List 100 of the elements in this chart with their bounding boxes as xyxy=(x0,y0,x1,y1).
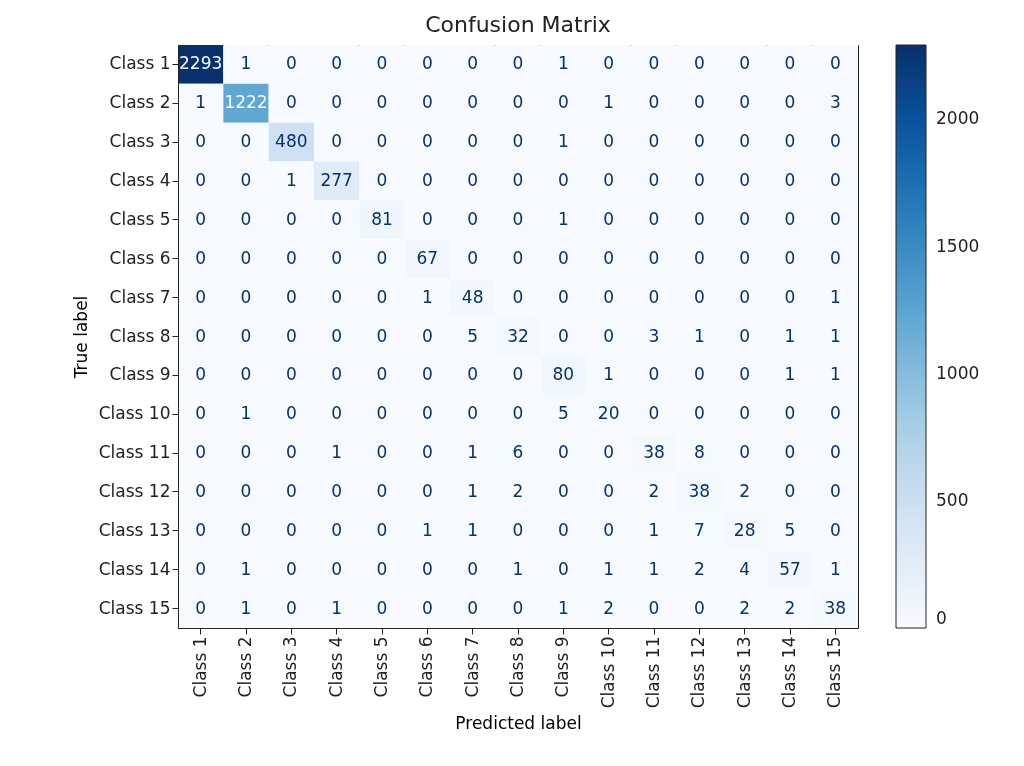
data-label: 0 xyxy=(829,442,841,463)
data-label: 0 xyxy=(331,558,343,579)
data-label: 3 xyxy=(829,92,841,113)
data-label: 0 xyxy=(512,247,524,268)
data-label: 0 xyxy=(467,131,479,152)
data-label: 0 xyxy=(829,519,841,540)
data-label: 0 xyxy=(557,92,569,113)
data-label: 4 xyxy=(739,558,751,579)
data-label: 0 xyxy=(512,519,524,540)
x-tick-label: Class 7 xyxy=(461,636,482,698)
data-label: 0 xyxy=(195,558,207,579)
data-label: 0 xyxy=(693,131,705,152)
data-label: 1 xyxy=(421,519,433,540)
x-tick-label: Class 13 xyxy=(733,636,754,709)
data-label: 0 xyxy=(376,286,388,307)
data-label: 0 xyxy=(285,364,297,385)
data-label: 1 xyxy=(331,597,343,618)
data-label: 0 xyxy=(739,286,751,307)
x-tick-label: Class 1 xyxy=(189,636,210,698)
data-label: 0 xyxy=(784,286,796,307)
y-tick-label: Class 11 xyxy=(98,442,171,463)
data-label: 0 xyxy=(648,53,660,74)
data-label: 1 xyxy=(467,519,479,540)
y-tick-label: Class 4 xyxy=(109,170,171,191)
data-label: 0 xyxy=(829,170,841,191)
data-label: 0 xyxy=(376,597,388,618)
color-bar-label: 2000 xyxy=(936,108,980,129)
data-label: 0 xyxy=(693,597,705,618)
data-label: 0 xyxy=(784,170,796,191)
data-label: 0 xyxy=(784,480,796,501)
data-label: 0 xyxy=(557,442,569,463)
data-label: 0 xyxy=(693,92,705,113)
data-label: 0 xyxy=(693,286,705,307)
data-label: 0 xyxy=(648,131,660,152)
data-label: 0 xyxy=(784,247,796,268)
data-label: 0 xyxy=(240,247,252,268)
data-label: 38 xyxy=(824,597,847,618)
data-label: 0 xyxy=(240,170,252,191)
data-label: 0 xyxy=(603,208,615,229)
data-label: 0 xyxy=(784,131,796,152)
data-label: 0 xyxy=(557,325,569,346)
x-tick-label: Class 3 xyxy=(280,636,301,698)
data-label: 0 xyxy=(693,403,705,424)
data-label: 0 xyxy=(195,286,207,307)
data-label: 0 xyxy=(739,247,751,268)
data-label: 0 xyxy=(467,170,479,191)
chart-title: Confusion Matrix xyxy=(425,12,611,37)
data-label: 5 xyxy=(557,403,569,424)
data-label: 0 xyxy=(331,53,343,74)
x-tick-label: Class 9 xyxy=(552,636,573,698)
data-label: 2 xyxy=(693,558,705,579)
data-label: 0 xyxy=(512,208,524,229)
data-label: 0 xyxy=(195,131,207,152)
data-label: 0 xyxy=(331,403,343,424)
data-label: 0 xyxy=(603,170,615,191)
data-label: 1222 xyxy=(224,92,268,113)
data-label: 28 xyxy=(733,519,756,540)
data-label: 0 xyxy=(421,558,433,579)
data-label: 7 xyxy=(693,519,705,540)
data-label: 1 xyxy=(331,442,343,463)
y-tick-label: Class 9 xyxy=(109,364,171,385)
data-label: 0 xyxy=(240,519,252,540)
data-label: 0 xyxy=(285,325,297,346)
data-label: 0 xyxy=(376,131,388,152)
data-label: 1 xyxy=(195,92,207,113)
data-label: 1 xyxy=(603,364,615,385)
data-label: 2 xyxy=(739,597,751,618)
data-label: 0 xyxy=(195,208,207,229)
data-label: 0 xyxy=(648,208,660,229)
data-label: 1 xyxy=(240,403,252,424)
data-label: 0 xyxy=(603,131,615,152)
data-label: 1 xyxy=(240,53,252,74)
data-label: 0 xyxy=(240,442,252,463)
data-label: 1 xyxy=(240,597,252,618)
data-label: 0 xyxy=(739,170,751,191)
data-label: 0 xyxy=(739,403,751,424)
y-tick-label: Class 1 xyxy=(109,53,171,74)
data-label: 0 xyxy=(421,208,433,229)
data-label: 1 xyxy=(784,364,796,385)
data-label: 0 xyxy=(195,403,207,424)
data-label: 32 xyxy=(507,325,529,346)
data-label: 1 xyxy=(557,53,569,74)
x-tick-label: Class 6 xyxy=(416,636,437,698)
data-label: 0 xyxy=(240,364,252,385)
data-label: 1 xyxy=(557,208,569,229)
data-label: 0 xyxy=(421,170,433,191)
data-label: 0 xyxy=(784,208,796,229)
x-tick-label: Class 14 xyxy=(779,636,799,709)
data-label: 1 xyxy=(693,325,705,346)
data-label: 0 xyxy=(376,480,388,501)
data-label: 0 xyxy=(648,247,660,268)
data-label: 0 xyxy=(829,53,841,74)
data-label: 0 xyxy=(603,286,615,307)
data-label: 0 xyxy=(739,53,751,74)
data-label: 0 xyxy=(512,131,524,152)
data-label: 1 xyxy=(829,558,841,579)
data-label: 1 xyxy=(285,170,297,191)
data-label: 57 xyxy=(779,558,801,579)
data-label: 0 xyxy=(829,208,841,229)
data-label: 0 xyxy=(557,286,569,307)
